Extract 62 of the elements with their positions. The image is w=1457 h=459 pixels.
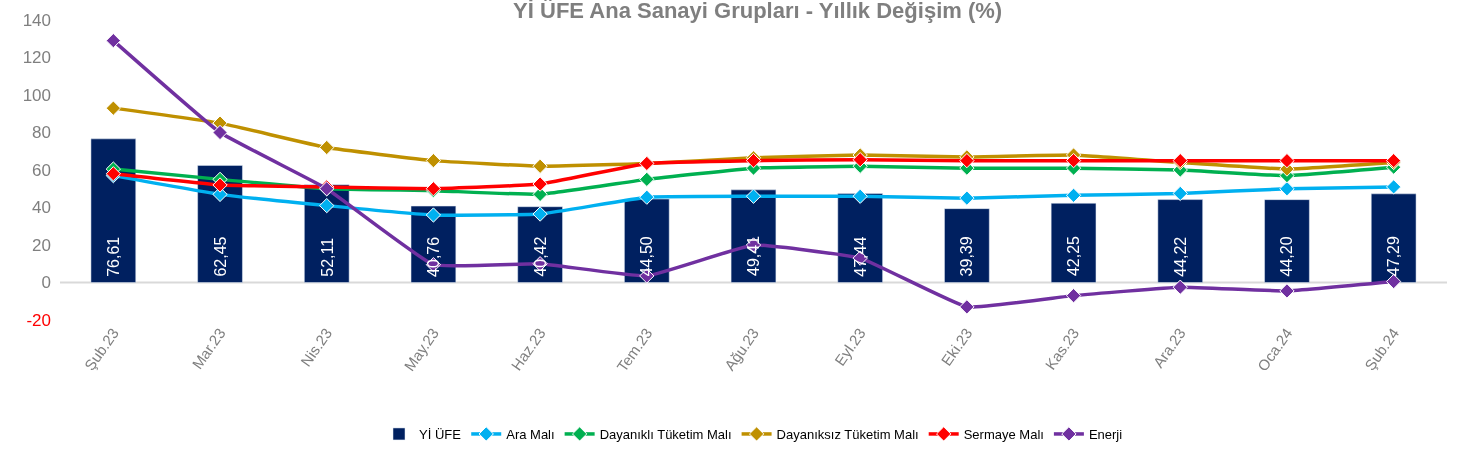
y-tick-label: 20	[32, 235, 51, 255]
data-label: 49,41	[745, 235, 762, 276]
data-label: 44,20	[1278, 236, 1296, 277]
point	[1172, 279, 1188, 295]
data-label: 44,50	[638, 236, 656, 277]
data-label: 42,25	[1065, 235, 1083, 277]
y-tick-label: -20	[26, 310, 51, 330]
legend-label: Sermaye Malı	[963, 427, 1044, 443]
point	[532, 206, 548, 222]
point	[532, 176, 548, 192]
y-tick-label: 40	[32, 198, 51, 218]
data-label: 39,39	[958, 236, 976, 277]
point	[1065, 187, 1082, 203]
point	[959, 299, 975, 315]
point	[1065, 287, 1082, 304]
point	[1279, 152, 1295, 169]
bar	[1371, 193, 1417, 283]
bar	[1264, 199, 1310, 283]
bar	[90, 138, 136, 283]
point	[425, 152, 442, 169]
point	[1172, 185, 1188, 202]
data-label: 76,61	[104, 236, 122, 277]
point	[639, 171, 655, 188]
legend-label: Dayanıksız Tüketim Malı	[776, 427, 919, 443]
data-label: 62,45	[211, 236, 229, 277]
data-label: 52,11	[318, 237, 336, 277]
data-label: 44,22	[1171, 236, 1189, 277]
point	[319, 139, 335, 156]
y-tick-label: 80	[32, 123, 51, 143]
y-tick-label: 140	[22, 10, 51, 30]
point	[1386, 179, 1402, 195]
point	[852, 152, 868, 168]
legend-label: Yİ ÜFE	[419, 427, 462, 443]
point	[1279, 181, 1295, 197]
point	[105, 32, 121, 49]
point	[212, 177, 228, 193]
point	[959, 152, 975, 169]
y-tick-label: 120	[22, 48, 51, 68]
point	[319, 197, 335, 214]
bar	[944, 208, 990, 283]
y-tick-label: 100	[22, 85, 51, 105]
bar	[1050, 203, 1097, 283]
data-label: 40,76	[424, 236, 442, 277]
point	[1279, 283, 1295, 299]
point	[959, 190, 975, 206]
data-label: 47,29	[1385, 236, 1403, 277]
legend-label: Dayanıklı Tüketim Malı	[599, 427, 732, 443]
point	[532, 158, 548, 174]
bar	[1157, 199, 1203, 283]
point	[745, 188, 762, 204]
legend-label: Enerji	[1088, 427, 1123, 443]
point	[852, 188, 868, 204]
legend-label: Ara Malı	[506, 427, 555, 443]
data-label: 47,44	[851, 236, 869, 277]
point	[425, 207, 442, 223]
data-label: 40,42	[531, 236, 549, 277]
point	[212, 124, 228, 141]
point	[1065, 152, 1082, 169]
point	[105, 100, 121, 116]
y-tick-label: 60	[32, 160, 51, 180]
y-tick-label: 0	[41, 273, 51, 293]
point	[639, 189, 655, 205]
